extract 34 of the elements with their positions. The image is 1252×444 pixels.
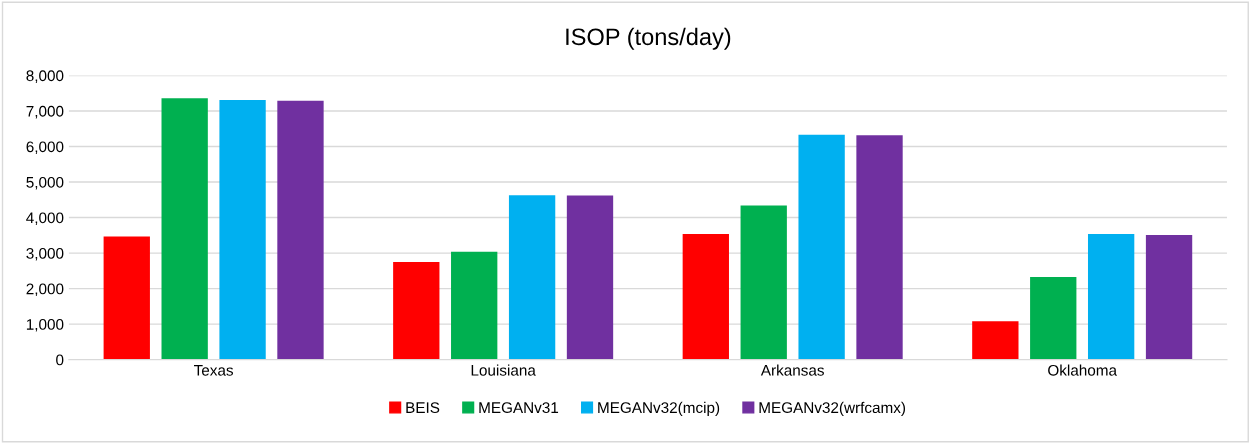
y-tick-label: 5,000 bbox=[26, 176, 64, 190]
y-tick-label: 4,000 bbox=[26, 212, 64, 226]
bar bbox=[740, 205, 787, 360]
bar bbox=[277, 100, 324, 360]
bar bbox=[566, 195, 614, 360]
bar bbox=[451, 251, 498, 360]
bar bbox=[682, 233, 729, 360]
bar bbox=[219, 99, 266, 360]
y-tick-label: 6,000 bbox=[26, 141, 64, 155]
y-tick-label: 7,000 bbox=[26, 105, 64, 119]
bar bbox=[1087, 233, 1135, 360]
y-tick-label: 0 bbox=[56, 354, 64, 366]
y-tick-label: 3,000 bbox=[26, 247, 64, 261]
x-tick-label: Louisiana bbox=[471, 364, 536, 376]
bar bbox=[508, 195, 556, 360]
bar bbox=[972, 321, 1019, 360]
legend-label: MEGANv32(wrfcamx) bbox=[759, 401, 906, 417]
legend-label: BEIS bbox=[406, 402, 440, 414]
y-tick-label: 2,000 bbox=[26, 283, 64, 297]
bar bbox=[103, 236, 150, 360]
x-tick-label: Arkansas bbox=[760, 364, 824, 376]
y-tick-label: 1,000 bbox=[26, 318, 64, 332]
bar bbox=[856, 135, 903, 360]
chart-title: ISOP (tons/day) bbox=[566, 27, 731, 50]
legend-label: MEGANv32(mcip) bbox=[598, 401, 720, 417]
y-tick-label: 8,000 bbox=[26, 70, 64, 83]
bar bbox=[1030, 276, 1077, 360]
bar bbox=[161, 98, 208, 360]
bar bbox=[1145, 234, 1193, 360]
legend-label: MEGANv31 bbox=[479, 402, 559, 414]
bar bbox=[393, 261, 440, 360]
x-tick-label: Oklahoma bbox=[1048, 364, 1118, 376]
bar bbox=[798, 134, 845, 360]
x-tick-label: Texas bbox=[194, 365, 234, 376]
